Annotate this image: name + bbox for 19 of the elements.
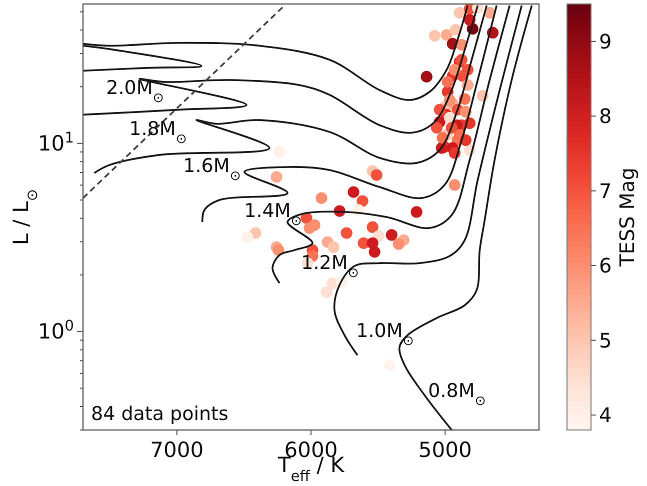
annotation: 0.8M$_{⊙}$: [428, 380, 486, 408]
color-bar-label: 9: [599, 29, 612, 54]
color-bar-title: TESS Mag: [615, 168, 639, 268]
x-tick-label: 7000: [150, 438, 204, 462]
color-bar-label: 6: [599, 254, 612, 278]
annotation: 2.0M$_{⊙}$: [106, 77, 164, 106]
color-bar-label: 5: [599, 328, 612, 352]
annotation: 1.6M$_{⊙}$: [183, 155, 241, 184]
y-tick-label: 10$^{0}$: [38, 317, 74, 344]
annotation: 1.4M$_{⊙}$: [244, 200, 302, 228]
annotation: 1.8M$_{⊙}$: [129, 118, 187, 146]
annotation: 84 data points: [91, 403, 228, 425]
annotation: 1.2M$_{⊙}$: [301, 252, 359, 280]
color-bar-label: 4: [599, 403, 612, 428]
y-tick-label: 10$^{1}$: [38, 128, 74, 156]
color-bar-label: 8: [599, 104, 612, 128]
x-tick-label: 5000: [418, 438, 472, 462]
annotation: 1.0M$_{⊙}$: [356, 320, 414, 348]
color-bar-label: 7: [599, 178, 612, 203]
